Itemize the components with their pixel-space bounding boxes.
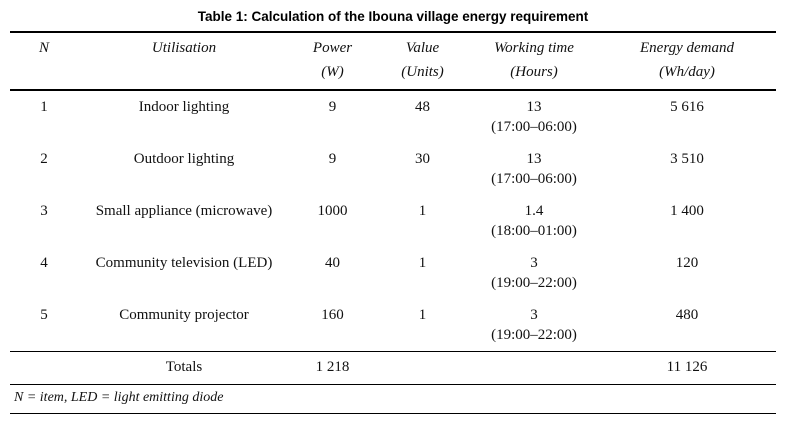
table-row: 1 Indoor lighting 9 48 13 (17:00–06:00) … [10,90,776,143]
header-label: Working time [494,40,574,56]
cell-working-time: 3 (19:00–22:00) [470,299,598,352]
header-unit: (Wh/day) [659,64,715,80]
header-label: Energy demand [640,40,734,56]
cell-utilisation: Outdoor lighting [133,151,235,167]
cell-value: 1 [418,307,427,323]
cell-energy: 3 510 [670,151,704,167]
column-header-working-time: Working time (Hours) [470,32,598,91]
header-label: Power [312,40,353,56]
column-header-energy-demand: Energy demand (Wh/day) [598,32,776,91]
working-hours: 13 [526,99,542,115]
table-row: 3 Small appliance (microwave) 1000 1 1.4… [10,195,776,247]
totals-energy: 11 126 [598,351,776,385]
cell-value: 30 [415,151,430,167]
cell-power: 1000 [317,203,348,219]
totals-label: Totals [78,351,290,385]
cell-working-time: 13 (17:00–06:00) [470,143,598,195]
cell-n: 4 [40,255,48,271]
table-row: 5 Community projector 160 1 3 (19:00–22:… [10,299,776,352]
cell-power: 160 [321,307,344,323]
cell-utilisation: Indoor lighting [138,99,230,115]
working-hours: 13 [526,151,542,167]
cell-power: 9 [328,99,337,115]
cell-power: 9 [328,151,337,167]
totals-row: Totals 1 218 11 126 [10,351,776,385]
column-header-utilisation: Utilisation [78,32,290,91]
table-caption: Table 1: Calculation of the Ibouna villa… [197,9,589,24]
working-hours: 1.4 [524,203,544,219]
cell-utilisation: Small appliance (microwave) [95,203,273,219]
energy-requirement-table: N Utilisation Power (W) Value (Units) Wo… [10,31,776,385]
column-header-n: N [10,32,78,91]
cell-value: 1 [418,203,427,219]
header-label: N [38,40,49,56]
cell-n: 1 [40,99,48,115]
cell-energy: 1 400 [670,203,704,219]
header-unit: (W) [321,64,344,80]
cell-working-time: 1.4 (18:00–01:00) [470,195,598,247]
header-row: N Utilisation Power (W) Value (Units) Wo… [10,32,776,91]
header-label: Value [405,40,440,56]
cell-energy: 480 [675,307,699,323]
cell-energy: 5 616 [670,99,704,115]
column-header-value: Value (Units) [375,32,470,91]
table-footnote: N = item, LED = light emitting diode [10,385,776,414]
time-range: (17:00–06:00) [491,118,577,135]
cell-n: 2 [40,151,48,167]
cell-value: 48 [415,99,430,115]
time-range: (19:00–22:00) [491,274,577,291]
cell-utilisation: Community television (LED) [95,255,273,271]
cell-empty [375,351,470,385]
column-header-power: Power (W) [290,32,375,91]
cell-utilisation: Community projector [119,307,249,323]
time-range: (19:00–22:00) [491,326,577,343]
cell-empty [10,351,78,385]
time-range: (18:00–01:00) [491,222,577,239]
header-unit: (Hours) [510,64,558,80]
header-label: Utilisation [151,40,217,56]
cell-working-time: 13 (17:00–06:00) [470,90,598,143]
table-row: 4 Community television (LED) 40 1 3 (19:… [10,247,776,299]
cell-working-time: 3 (19:00–22:00) [470,247,598,299]
table-row: 2 Outdoor lighting 9 30 13 (17:00–06:00)… [10,143,776,195]
cell-value: 1 [418,255,427,271]
cell-power: 40 [325,255,340,271]
working-hours: 3 [530,307,538,323]
totals-power: 1 218 [290,351,375,385]
time-range: (17:00–06:00) [491,170,577,187]
working-hours: 3 [530,255,538,271]
cell-empty [470,351,598,385]
cell-n: 3 [40,203,48,219]
header-unit: (Units) [401,64,444,80]
cell-n: 5 [40,307,48,323]
cell-energy: 120 [675,255,699,271]
